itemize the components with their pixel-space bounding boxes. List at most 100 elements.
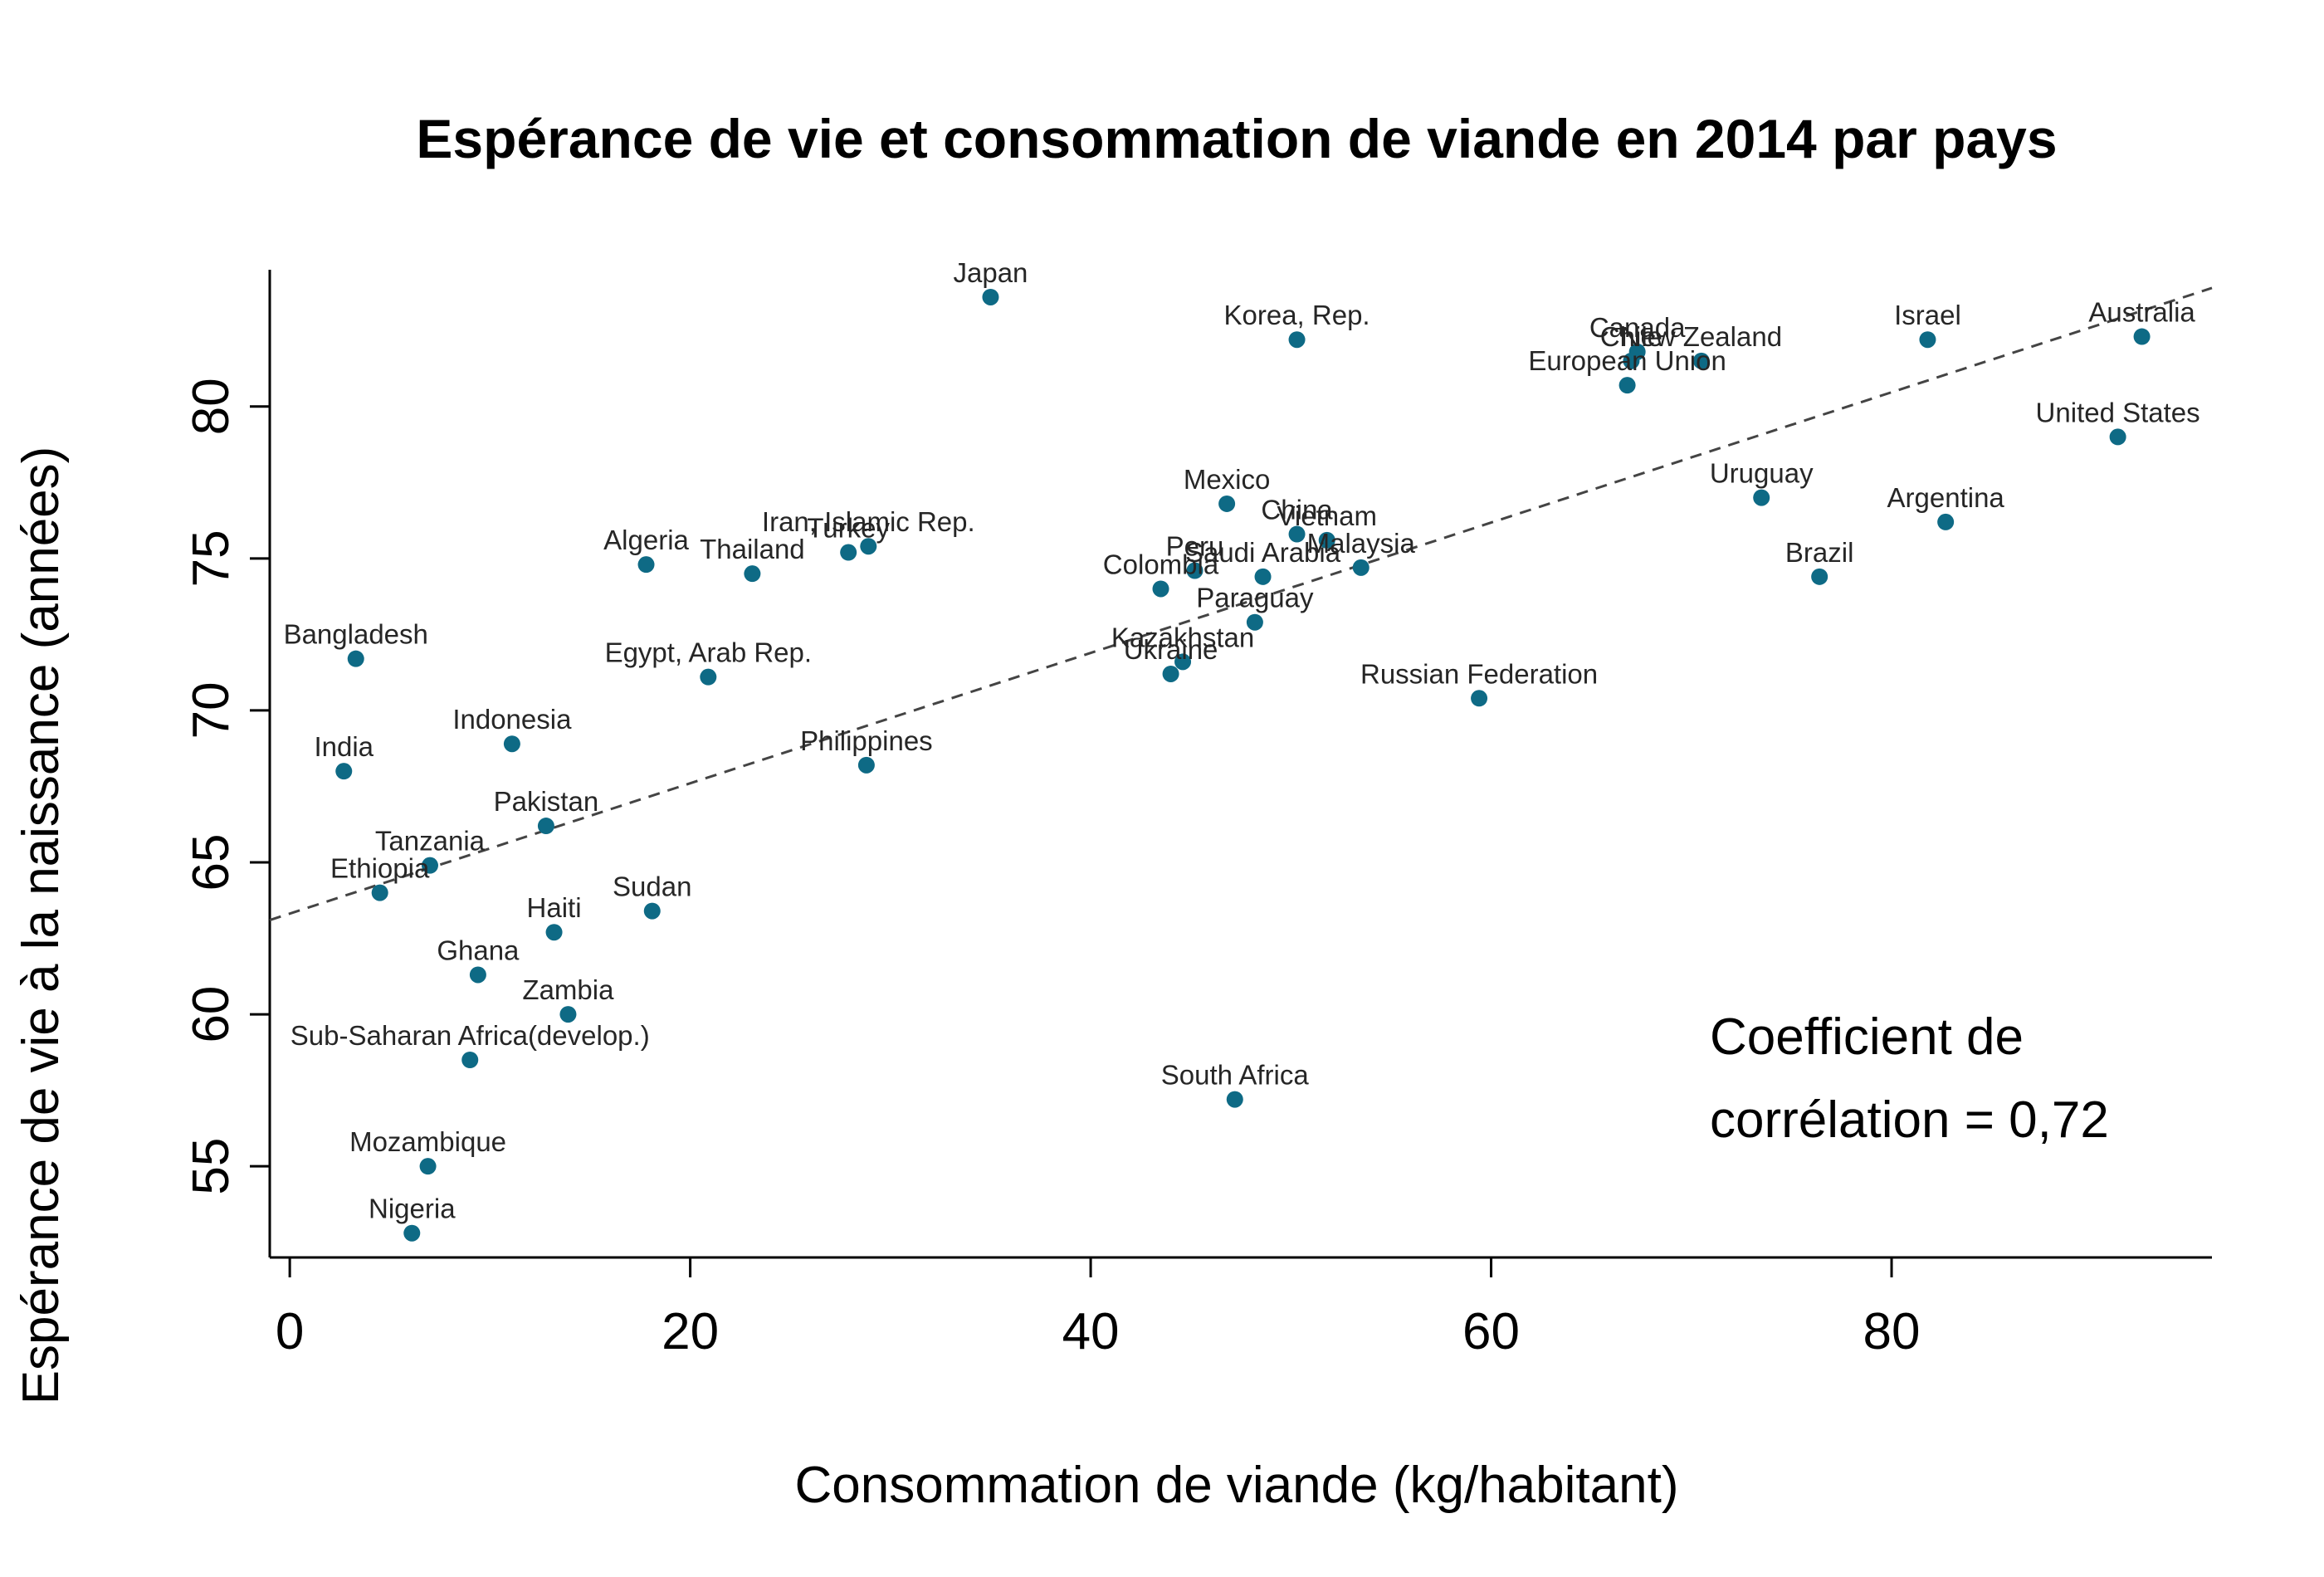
data-point-label: Canada	[1589, 312, 1686, 343]
data-point	[421, 857, 438, 874]
correlation-annotation-line-2: corrélation = 0,72	[1710, 1091, 2109, 1149]
x-tick-label: 60	[1462, 1303, 1520, 1360]
data-point-label: Ukraine	[1124, 634, 1218, 665]
data-point	[371, 884, 388, 901]
data-point-label: Tanzania	[375, 826, 486, 857]
data-point	[537, 818, 554, 835]
data-point-label: Malaysia	[1307, 528, 1416, 559]
data-point-label: Pakistan	[494, 786, 599, 817]
x-tick-label: 0	[276, 1303, 304, 1360]
data-point	[2133, 328, 2151, 345]
data-point-label: Zambia	[522, 974, 614, 1005]
data-point-label: Japan	[953, 257, 1028, 288]
correlation-annotation-line-1: Coefficient de	[1710, 1008, 2024, 1066]
data-point	[1618, 377, 1636, 394]
data-point	[1811, 568, 1828, 585]
data-point	[643, 902, 661, 920]
data-point	[559, 1006, 577, 1023]
y-tick-label: 60	[183, 986, 240, 1043]
data-point-label: Thailand	[700, 534, 805, 564]
data-point	[857, 756, 875, 774]
data-point	[461, 1052, 479, 1068]
x-axis-label: Consommation de viande (kg/habitant)	[795, 1457, 1679, 1514]
data-point	[1246, 613, 1263, 631]
data-point	[1226, 1091, 1243, 1108]
data-point	[1152, 580, 1169, 598]
data-point	[403, 1224, 421, 1242]
data-point-label: Bangladesh	[284, 619, 428, 650]
y-axis-label: Espérance de vie à la naissance (années)	[12, 447, 70, 1405]
data-point-label: New Zealand	[1621, 321, 1782, 352]
data-point	[1288, 331, 1306, 349]
plot-area: 0 20 40 60 80 55 60 65 70 75 80 Japan Korea, Rep. Isr…	[183, 257, 2213, 1360]
data-point	[700, 668, 717, 686]
data-point	[1937, 513, 1955, 530]
data-point	[860, 538, 877, 555]
data-point	[637, 556, 655, 574]
data-point	[1753, 489, 1770, 506]
data-point-label: Australia	[2088, 297, 2195, 328]
data-point	[1254, 568, 1272, 585]
data-point-label: Paraguay	[1196, 583, 1314, 613]
data-point-label: Turkey	[807, 513, 890, 544]
data-point-label: South Africa	[1161, 1060, 1310, 1091]
trend-line	[269, 286, 2213, 921]
data-point-label: Mexico	[1184, 464, 1271, 495]
data-point-label: Peru	[1166, 530, 1224, 561]
data-point-label: Mozambique	[349, 1126, 506, 1157]
data-point	[545, 924, 563, 941]
data-point-label: Philippines	[800, 725, 933, 756]
data-point-label: Argentina	[1887, 482, 2005, 513]
data-point	[2109, 428, 2126, 446]
data-point-label: China	[1261, 495, 1333, 525]
chart-title: Espérance de vie et consommation de vian…	[416, 108, 2057, 169]
data-point-label: Algeria	[603, 525, 689, 555]
data-point-label: Iran, Islamic Rep.	[762, 506, 975, 537]
data-point	[335, 763, 353, 780]
data-point	[1218, 495, 1236, 512]
data-point	[1288, 525, 1306, 543]
data-point-label: Korea, Rep.	[1223, 300, 1370, 330]
data-point	[1623, 352, 1640, 369]
y-tick-label: 70	[183, 681, 240, 739]
data-point	[1692, 352, 1710, 369]
data-point	[1174, 653, 1192, 671]
data-point-label: Israel	[1894, 300, 1961, 330]
y-tick-label: 55	[183, 1138, 240, 1195]
data-point-label: Brazil	[1785, 537, 1854, 568]
data-point	[1186, 562, 1204, 579]
x-tick-label: 80	[1863, 1303, 1921, 1360]
data-point	[419, 1158, 437, 1175]
x-tick-label: 20	[662, 1303, 719, 1360]
data-point	[1162, 665, 1179, 682]
data-point-label: Colombia	[1103, 549, 1219, 579]
y-tick-label: 80	[183, 378, 240, 435]
data-point-label: Saudi Arabia	[1185, 537, 1341, 568]
data-point-label: Ghana	[437, 935, 520, 965]
data-point-label: European Union	[1528, 345, 1726, 376]
y-tick-label: 75	[183, 530, 240, 587]
data-point-label: Egypt, Arab Rep.	[605, 637, 812, 668]
data-point-label: Nigeria	[369, 1194, 456, 1224]
data-point	[1471, 690, 1488, 707]
data-point-label: Chile	[1600, 321, 1662, 352]
data-point	[469, 966, 486, 984]
data-point-label: Russian Federation	[1360, 658, 1598, 689]
data-point-label: India	[314, 731, 374, 762]
data-point	[1919, 331, 1936, 349]
data-point-label: Ethiopia	[330, 853, 430, 884]
x-tick-label: 40	[1062, 1303, 1120, 1360]
data-point-label: Indonesia	[452, 704, 572, 735]
data-point	[347, 650, 364, 667]
data-point-label: Vietnam	[1277, 500, 1376, 531]
data-point	[840, 544, 857, 561]
data-point-label: Kazakhstan	[1111, 622, 1254, 652]
data-point	[503, 735, 520, 753]
data-point-label: Uruguay	[1710, 458, 1814, 489]
data-point	[1352, 559, 1370, 576]
data-point	[1318, 531, 1335, 549]
data-point	[744, 565, 761, 583]
y-tick-label: 65	[183, 834, 240, 891]
data-point-label: Haiti	[527, 892, 582, 923]
